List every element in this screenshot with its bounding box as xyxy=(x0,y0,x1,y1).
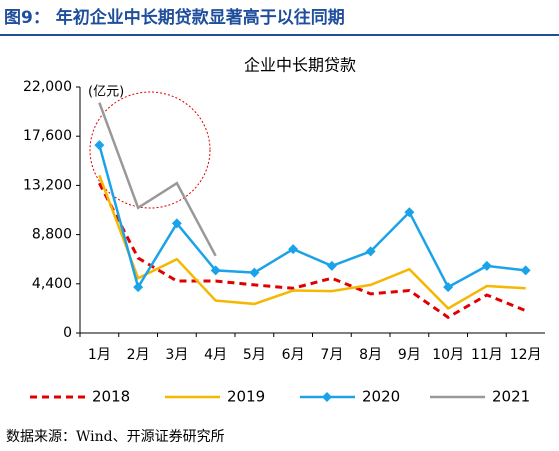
marker xyxy=(481,260,492,271)
y-tick-label: 4,400 xyxy=(32,276,72,292)
marker xyxy=(210,265,221,276)
marker xyxy=(171,218,182,229)
marker xyxy=(94,140,105,151)
y-tick-label: 8,800 xyxy=(32,227,72,243)
series-line xyxy=(98,182,527,320)
y-tick-label: 22,000 xyxy=(23,79,72,95)
header-title: 图9： 年初企业中长期贷款显著高于以往同期 xyxy=(4,7,345,28)
x-tick-label: 3月 xyxy=(165,347,188,363)
highlight-ellipse xyxy=(89,91,211,209)
x-tick-label: 1月 xyxy=(88,347,111,363)
marker xyxy=(326,260,337,271)
x-tick-label: 11月 xyxy=(471,347,503,363)
x-tick-label: 5月 xyxy=(243,347,266,363)
marker xyxy=(443,282,454,293)
series-line xyxy=(98,174,526,310)
x-tick-label: 9月 xyxy=(398,347,421,363)
x-tick-label: 6月 xyxy=(282,347,305,363)
source-note: 数据来源：Wind、开源证券研究所 xyxy=(6,429,225,445)
legend-marker xyxy=(322,392,332,402)
y-tick-label: 13,200 xyxy=(23,177,72,193)
x-tick-label: 7月 xyxy=(320,347,343,363)
x-tick-label: 2月 xyxy=(127,347,150,363)
x-tick-label: 8月 xyxy=(359,347,382,363)
marker xyxy=(365,246,376,257)
legend-label: 2021 xyxy=(492,388,530,406)
y-tick-label: 0 xyxy=(63,325,72,341)
unit-label: (亿元) xyxy=(88,85,124,100)
x-tick-label: 4月 xyxy=(204,347,227,363)
series-line xyxy=(98,102,217,257)
legend-label: 2019 xyxy=(227,388,265,406)
legend-label: 2020 xyxy=(362,388,400,406)
x-tick-label: 12月 xyxy=(510,347,542,363)
marker xyxy=(288,244,299,255)
legend-label: 2018 xyxy=(92,388,130,406)
series-line xyxy=(98,144,526,291)
x-tick-label: 10月 xyxy=(432,347,464,363)
marker xyxy=(520,265,531,276)
marker xyxy=(404,207,415,218)
marker xyxy=(133,282,144,293)
chart-title: 企业中长期贷款 xyxy=(244,56,356,75)
marker xyxy=(249,267,260,278)
y-tick-label: 17,600 xyxy=(23,128,72,144)
